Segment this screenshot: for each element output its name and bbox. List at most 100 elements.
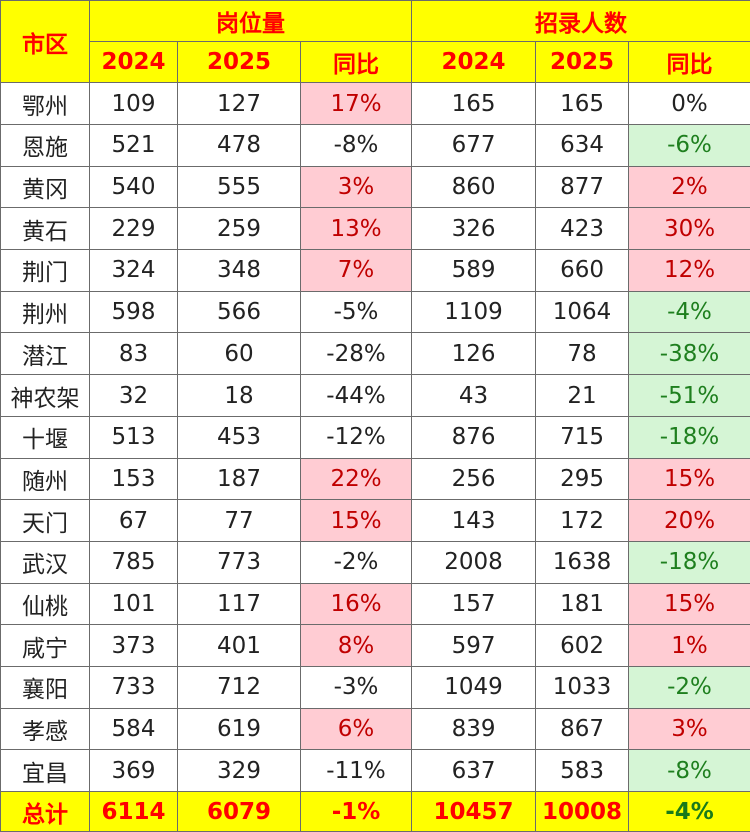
recruits-yoy-cell: -18% <box>628 540 750 584</box>
positions-2025-cell: 259 <box>177 207 301 251</box>
recruits-2024-cell: 126 <box>411 332 537 376</box>
total-recruits-yoy: -4% <box>628 791 750 832</box>
recruits-yoy-cell: -2% <box>628 665 750 709</box>
positions-2024-cell: 369 <box>89 749 178 793</box>
recruits-yoy-cell: -6% <box>628 124 750 167</box>
total-label: 总计 <box>0 791 90 832</box>
positions-2024-cell: 153 <box>89 457 178 501</box>
table-row: 黄石 229 259 13% 326 423 30% <box>0 207 750 251</box>
positions-2024-cell: 785 <box>89 540 178 584</box>
table-row: 十堰 513 453 -12% 876 715 -18% <box>0 415 750 459</box>
city-cell: 黄石 <box>0 207 90 251</box>
positions-2024-cell: 67 <box>89 499 178 542</box>
header-rec-2024: 2024 <box>411 40 537 84</box>
positions-yoy-cell: 22% <box>299 457 413 501</box>
recruits-yoy-cell: 20% <box>628 499 750 542</box>
recruits-2024-cell: 256 <box>411 457 537 501</box>
positions-yoy-cell: 6% <box>299 707 413 751</box>
recruits-2025-cell: 1064 <box>535 290 630 334</box>
positions-2025-cell: 712 <box>177 665 301 709</box>
positions-2025-cell: 77 <box>177 499 301 542</box>
table-row: 潜江 83 60 -28% 126 78 -38% <box>0 332 750 376</box>
recruits-yoy-cell: 15% <box>628 457 750 501</box>
city-cell: 襄阳 <box>0 665 90 709</box>
positions-2024-cell: 229 <box>89 207 178 251</box>
recruits-2025-cell: 423 <box>535 207 630 251</box>
recruits-2024-cell: 597 <box>411 624 537 667</box>
recruits-yoy-cell: 15% <box>628 582 750 626</box>
positions-2024-cell: 109 <box>89 82 178 126</box>
positions-2025-cell: 566 <box>177 290 301 334</box>
recruits-2025-cell: 715 <box>535 415 630 459</box>
positions-yoy-cell: 17% <box>299 82 413 126</box>
recruits-2024-cell: 43 <box>411 374 537 417</box>
recruits-2025-cell: 877 <box>535 165 630 209</box>
total-row: 总计 6114 6079 -1% 10457 10008 -4% <box>0 791 750 832</box>
recruits-2025-cell: 583 <box>535 749 630 793</box>
total-positions-yoy: -1% <box>299 791 413 832</box>
positions-2025-cell: 348 <box>177 249 301 292</box>
recruits-2025-cell: 165 <box>535 82 630 126</box>
recruits-2024-cell: 860 <box>411 165 537 209</box>
positions-2024-cell: 584 <box>89 707 178 751</box>
positions-2025-cell: 187 <box>177 457 301 501</box>
positions-yoy-cell: -8% <box>299 124 413 167</box>
city-cell: 荆门 <box>0 249 90 292</box>
recruits-2025-cell: 181 <box>535 582 630 626</box>
total-recruits-2024: 10457 <box>411 791 537 832</box>
city-cell: 仙桃 <box>0 582 90 626</box>
positions-yoy-cell: -5% <box>299 290 413 334</box>
recruits-2024-cell: 876 <box>411 415 537 459</box>
city-cell: 荆州 <box>0 290 90 334</box>
positions-2025-cell: 329 <box>177 749 301 793</box>
positions-yoy-cell: -3% <box>299 665 413 709</box>
recruits-yoy-cell: -51% <box>628 374 750 417</box>
recruits-2024-cell: 637 <box>411 749 537 793</box>
positions-yoy-cell: -28% <box>299 332 413 376</box>
table-row: 神农架 32 18 -44% 43 21 -51% <box>0 374 750 417</box>
positions-2024-cell: 32 <box>89 374 178 417</box>
positions-2025-cell: 18 <box>177 374 301 417</box>
positions-2024-cell: 521 <box>89 124 178 167</box>
positions-yoy-cell: 16% <box>299 582 413 626</box>
recruits-2024-cell: 165 <box>411 82 537 126</box>
table-row: 鄂州 109 127 17% 165 165 0% <box>0 82 750 126</box>
positions-yoy-cell: 8% <box>299 624 413 667</box>
city-cell: 十堰 <box>0 415 90 459</box>
header-row-years: 2024 2025 同比 2024 2025 同比 <box>1 40 750 84</box>
recruits-yoy-cell: 3% <box>628 707 750 751</box>
city-cell: 孝感 <box>0 707 90 751</box>
positions-yoy-cell: 15% <box>299 499 413 542</box>
recruits-2024-cell: 677 <box>411 124 537 167</box>
city-cell: 鄂州 <box>0 82 90 126</box>
recruits-yoy-cell: -38% <box>628 332 750 376</box>
table-row: 宜昌 369 329 -11% 637 583 -8% <box>0 749 750 793</box>
recruits-2025-cell: 634 <box>535 124 630 167</box>
positions-2024-cell: 101 <box>89 582 178 626</box>
header-group-positions: 岗位量 <box>88 0 413 42</box>
recruits-2025-cell: 172 <box>535 499 630 542</box>
table-row: 孝感 584 619 6% 839 867 3% <box>0 707 750 751</box>
recruits-2025-cell: 21 <box>535 374 630 417</box>
header-region: 市区 <box>0 0 90 84</box>
header-pos-yoy: 同比 <box>299 40 413 84</box>
positions-2025-cell: 773 <box>177 540 301 584</box>
recruits-2024-cell: 839 <box>411 707 537 751</box>
recruits-2025-cell: 660 <box>535 249 630 292</box>
recruits-2025-cell: 867 <box>535 707 630 751</box>
positions-2025-cell: 127 <box>177 82 301 126</box>
table-row: 随州 153 187 22% 256 295 15% <box>0 457 750 501</box>
table-row: 武汉 785 773 -2% 2008 1638 -18% <box>0 540 750 584</box>
positions-2024-cell: 513 <box>89 415 178 459</box>
table-row: 仙桃 101 117 16% 157 181 15% <box>0 582 750 626</box>
positions-yoy-cell: 3% <box>299 165 413 209</box>
positions-2025-cell: 60 <box>177 332 301 376</box>
recruits-2024-cell: 157 <box>411 582 537 626</box>
recruits-2024-cell: 2008 <box>411 540 537 584</box>
positions-2024-cell: 598 <box>89 290 178 334</box>
recruits-yoy-cell: 12% <box>628 249 750 292</box>
recruits-yoy-cell: 2% <box>628 165 750 209</box>
city-cell: 恩施 <box>0 124 90 167</box>
